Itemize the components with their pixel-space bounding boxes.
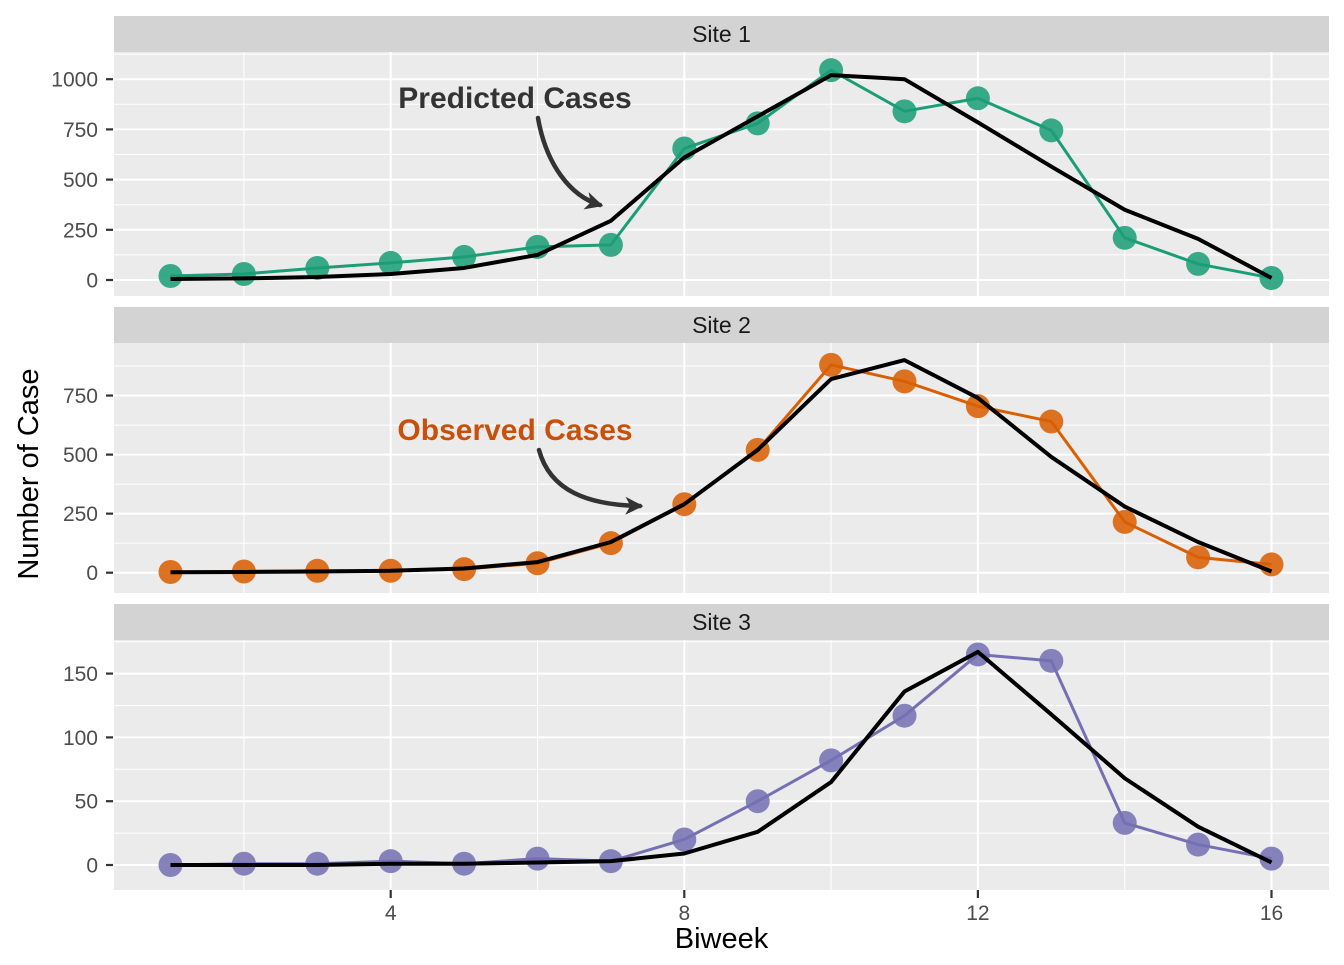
observed-point <box>1259 552 1284 577</box>
y-tick-label: 500 <box>63 169 98 192</box>
x-tick-label: 16 <box>1260 902 1283 925</box>
predicted-line <box>170 358 1273 575</box>
observed-point <box>305 255 330 280</box>
panel-background <box>114 343 1329 593</box>
observed-point <box>231 261 256 286</box>
observed-point <box>892 703 917 728</box>
y-tick-label: 250 <box>63 503 98 526</box>
annotation-predicted-cases: Predicted Cases <box>398 82 631 115</box>
observed-point <box>672 827 697 852</box>
observed-point <box>378 849 403 874</box>
observed-point <box>819 748 844 773</box>
y-tick-label: 1000 <box>51 69 98 92</box>
observed-point <box>1112 509 1137 534</box>
observed-point <box>1112 225 1137 250</box>
observed-point <box>892 99 917 124</box>
observed-point <box>1186 251 1211 276</box>
observed-point <box>158 263 183 288</box>
strip-label-site-1: Site 1 <box>692 21 751 47</box>
x-tick-label: 12 <box>966 902 989 925</box>
y-tick-label: 0 <box>86 855 98 878</box>
x-axis-title: Biweek <box>675 923 769 955</box>
predicted-line <box>170 73 1273 281</box>
panel-background <box>114 640 1329 890</box>
y-tick-label: 750 <box>63 119 98 142</box>
observed-point <box>745 789 770 814</box>
panels-layer: 0 250 500 750 1000 0 250 500 750 0 50 100 150 4 8 12 16 <box>51 16 1329 925</box>
facet-strip <box>114 307 1329 343</box>
observed-point <box>378 250 403 275</box>
y-tick-label: 750 <box>63 385 98 408</box>
observed-point <box>1039 409 1064 434</box>
y-tick-label: 0 <box>86 562 98 585</box>
observed-point <box>892 369 917 394</box>
facet-strip <box>114 604 1329 640</box>
observed-point <box>1259 846 1284 871</box>
observed-point <box>598 232 623 257</box>
observed-point <box>452 244 477 269</box>
annotation-observed-cases: Observed Cases <box>397 414 632 447</box>
y-axis-title: Number of Case <box>13 368 45 579</box>
annotation-arrow-predicted <box>535 115 604 210</box>
y-tick-label: 0 <box>86 270 98 293</box>
panel-background <box>114 52 1329 296</box>
observed-point <box>965 86 990 111</box>
strip-label-site-2: Site 2 <box>692 312 751 338</box>
y-tick-label: 250 <box>63 219 98 242</box>
observed-point <box>1039 648 1064 673</box>
strip-label-site-3: Site 3 <box>692 609 751 635</box>
observed-point <box>1039 118 1064 143</box>
y-tick-label: 150 <box>63 663 98 686</box>
observed-point <box>819 352 844 377</box>
facet-strip <box>114 16 1329 52</box>
annotation-arrow-observed <box>536 447 644 515</box>
observed-point <box>1112 810 1137 835</box>
x-tick-label: 4 <box>385 902 397 925</box>
predicted-line <box>170 649 1273 867</box>
y-tick-label: 100 <box>63 727 98 750</box>
y-tick-label: 500 <box>63 444 98 467</box>
observed-point <box>525 846 550 871</box>
y-tick-label: 50 <box>75 791 98 814</box>
observed-point <box>1186 832 1211 857</box>
observed-point <box>1186 545 1211 570</box>
observed-point <box>745 111 770 136</box>
x-tick-label: 8 <box>678 902 690 925</box>
